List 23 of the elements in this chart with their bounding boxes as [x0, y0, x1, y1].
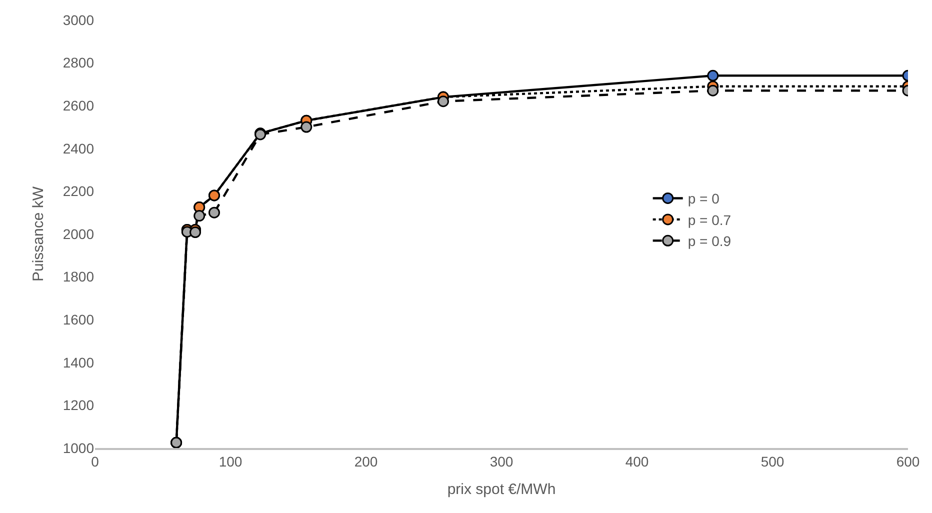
y-tick-label: 1200 [62, 397, 94, 414]
legend-label: p = 0.7 [688, 212, 732, 228]
x-tick-label: 400 [625, 454, 649, 470]
x-tick-label: 500 [760, 454, 784, 470]
x-axis-title: prix spot €/MWh [447, 481, 556, 498]
legend-label: p = 0.9 [688, 233, 732, 250]
y-axis-title: Puissance kW [30, 186, 48, 282]
x-tick-label: 100 [218, 454, 242, 470]
y-tick-label: 2600 [62, 98, 94, 114]
y-tick-label: 2000 [62, 226, 94, 242]
x-tick-label: 600 [896, 454, 920, 470]
y-tick-label: 3000 [62, 12, 94, 28]
x-tick-label: 0 [91, 454, 100, 470]
x-tick-label: 200 [354, 454, 378, 470]
legend-label: p = 0 [688, 190, 720, 207]
y-tick-label: 2200 [62, 183, 94, 200]
y-tick-label: 2800 [62, 54, 94, 71]
y-tick-label: 1800 [62, 268, 94, 285]
y-tick-label: 1600 [62, 312, 94, 328]
y-tick-label: 2400 [62, 140, 94, 156]
y-tick-label: 1400 [62, 354, 94, 370]
x-tick-label: 300 [490, 454, 514, 470]
y-tick-label: 1000 [62, 440, 94, 456]
